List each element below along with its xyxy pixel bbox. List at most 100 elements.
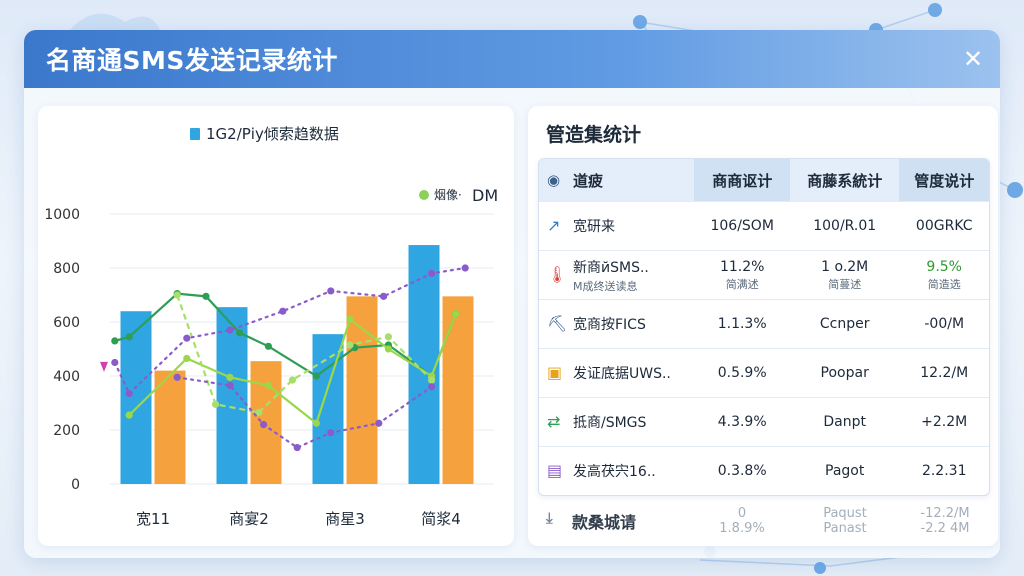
value-text: 106/SOM [710, 218, 774, 234]
column-header-1[interactable]: 商商讴计 [694, 159, 790, 201]
footer-label: 款桑城请 [572, 513, 637, 532]
trend-icon: ↗ [547, 216, 561, 235]
table-panel: 管造集统计 ◉ 道疲 商商讴计 商藤系統计 管度说计 ↗ 宽研来 106/SOM 10… [528, 106, 998, 546]
bar [216, 307, 248, 484]
row-value-1: 0.5.9% [694, 349, 790, 397]
value-text: 9.5% [926, 258, 962, 275]
pickaxe-icon: ⛏ [547, 314, 568, 333]
row-value-2: Pagot [790, 447, 899, 495]
chart-title: 1G2/Ріу倾索趋数据 [206, 125, 339, 143]
footer-value: Paqust [823, 506, 867, 521]
value-text: Poopar [820, 365, 869, 381]
value-text: 4.3.9% [717, 414, 767, 430]
row-name: 新商йSMS.. [573, 259, 649, 276]
column-header-2[interactable]: 商藤系統计 [789, 159, 900, 201]
series-point [125, 389, 133, 398]
value-text: 1 o.2M [821, 258, 869, 275]
series-point [380, 292, 388, 300]
chart-title-swatch [190, 128, 200, 140]
row-name: 宽商按FICS [573, 317, 646, 333]
stats-table: ◉ 道疲 商商讴计 商藤系統计 管度说计 ↗ 宽研来 106/SOM 100/R.01… [538, 158, 990, 496]
value-text: -00/M [924, 316, 965, 332]
table-row[interactable]: ↗ 宽研来 106/SOM 100/R.01 00GRKC [539, 201, 989, 250]
value-text: 1.1.3% [717, 316, 767, 332]
x-tick-label: 商星3 [325, 510, 365, 528]
series-point [312, 419, 320, 427]
series-point [264, 381, 272, 390]
value-text: 00GRKC [915, 218, 973, 234]
row-name: 抵商/SMGS [573, 415, 647, 431]
series-point [226, 326, 234, 334]
row-name: 发高茯宍16.. [573, 464, 656, 480]
series-point [288, 376, 296, 384]
table-footer-row[interactable]: ⤓ 款桑城请 0 1.8.9% Paqust Panast -12.2/M -2.2 … [538, 498, 990, 544]
column-header-name[interactable]: ◉ 道疲 [539, 159, 695, 201]
y-tick-label: 800 [53, 261, 80, 277]
table-row[interactable]: 🌡 新商йSMS.. M成终送读息 11.2% 简满述 1 o.2M 简蔓述 9.5% 简造选 [539, 250, 989, 299]
row-name-cell: ↗ 宽研来 [539, 202, 694, 250]
thermometer-icon: 🌡 [547, 265, 568, 284]
series-point [452, 310, 460, 318]
series-point [384, 345, 392, 353]
window-title: 名商通SMS发送记录统计 [46, 46, 338, 75]
column-header-3[interactable]: 管度说计 [899, 159, 989, 201]
series-point [183, 334, 191, 342]
shuffle-icon: ⇄ [547, 412, 561, 431]
series-point [279, 307, 287, 315]
legend-label: 烟像· [434, 188, 462, 202]
table-body: ↗ 宽研来 106/SOM 100/R.01 00GRKC 🌡 新商йSMS.. M成终送读息… [539, 201, 989, 495]
table-row[interactable]: ⇄ 抵商/SMGS 4.3.9% Danpt +2.2M [539, 397, 989, 446]
table-row[interactable]: ▣ 发证底据UWS.. 0.5.9% Poopar 12.2/M [539, 348, 989, 397]
footer-value-sub: 1.8.9% [719, 521, 765, 536]
value-text: Pagot [825, 463, 865, 479]
row-name-cell: ⇄ 抵商/SMGS [539, 398, 694, 446]
chart-panel: 1G2/Ріу倾索趋数据 烟像· DM 0 200 400 600 800 1000 宽11 商宴2… [38, 106, 514, 546]
series-point [212, 400, 220, 408]
series-point [226, 381, 234, 390]
row-value-2: Danpt [790, 398, 899, 446]
value-text: 0.3.8% [717, 463, 767, 479]
series-line [176, 294, 433, 414]
row-value-3: 2.2.31 [899, 447, 989, 495]
row-value-2: 1 o.2M 简蔓述 [790, 251, 899, 299]
table-header: ◉ 道疲 商商讴计 商藤系統计 管度说计 [539, 159, 989, 201]
row-value-2: Ccnper [790, 300, 899, 348]
value-text: +2.2M [921, 414, 968, 430]
series-point [255, 408, 263, 417]
title-bar: 名商通SMS发送记录统计 ✕ [24, 30, 1000, 88]
series-point [173, 373, 181, 381]
table-title: 管造集统计 [546, 124, 642, 146]
row-value-1: 0.3.8% [694, 447, 790, 495]
table-row[interactable]: ▤ 发高茯宍16.. 0.3.8% Pagot 2.2.31 [539, 446, 989, 495]
series-point [428, 269, 436, 277]
series-point [461, 264, 469, 272]
value-sub: 简满述 [725, 277, 759, 291]
value-text: 0.5.9% [717, 365, 767, 381]
bar [154, 370, 186, 484]
series-point [327, 429, 335, 437]
table-row[interactable]: ⛏ 宽商按FICS 1.1.3% Ccnper -00/M [539, 299, 989, 348]
row-value-3: -00/M [899, 300, 989, 348]
y-tick-label: 600 [53, 315, 80, 331]
series-point [183, 354, 191, 363]
series-line [114, 292, 457, 378]
globe-icon: ◉ [547, 171, 561, 189]
value-text: 11.2% [719, 258, 765, 275]
row-name-cell: ▣ 发证底据UWS.. [539, 349, 694, 397]
series-point [428, 376, 436, 384]
row-name-cell: 🌡 新商йSMS.. M成终送读息 [539, 251, 694, 299]
close-icon[interactable]: ✕ [962, 45, 984, 73]
app-window: 名商通SMS发送记录统计 ✕ 1G2/Ріу倾索趋数据 烟像· DM 0 200 400 6… [24, 30, 1000, 558]
alert-icon: ▣ [547, 363, 563, 382]
x-tick-label: 宽11 [136, 510, 170, 528]
row-value-3: 12.2/M [899, 349, 989, 397]
series-point [346, 341, 354, 349]
y-tick-label: 200 [53, 423, 80, 439]
row-name: 宽研来 [573, 219, 615, 235]
series-point [226, 373, 234, 381]
series-point [111, 358, 119, 367]
value-sub: 简蔓述 [828, 277, 862, 291]
chart-icon: ▤ [547, 461, 563, 480]
y-axis-marker [100, 361, 108, 372]
